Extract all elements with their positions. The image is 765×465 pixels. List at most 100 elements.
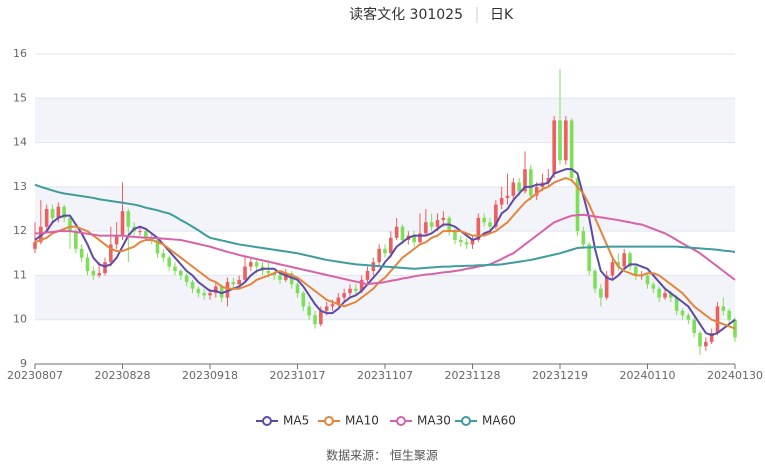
chart-subtitle: 日K xyxy=(490,7,514,23)
legend-label: MA5 xyxy=(283,414,309,428)
candle-body xyxy=(272,273,276,276)
candle-body xyxy=(709,333,714,342)
candle-body xyxy=(167,257,171,267)
legend-label: MA10 xyxy=(345,414,379,428)
candle-body xyxy=(494,204,498,227)
legend-marker xyxy=(461,416,471,426)
candle-body xyxy=(196,288,201,294)
candle-body xyxy=(126,211,131,227)
y-tick-label: 12 xyxy=(13,224,27,237)
candle-body xyxy=(622,253,626,267)
candle-body xyxy=(365,271,370,280)
candle-body xyxy=(161,253,166,258)
x-tick-label: 20231219 xyxy=(532,369,588,382)
candle-body xyxy=(400,226,405,240)
candle-body xyxy=(348,288,352,294)
candle-body xyxy=(552,120,556,174)
candle-body xyxy=(184,275,189,283)
y-tick-label: 9 xyxy=(20,357,27,370)
candle-body xyxy=(634,266,638,276)
candle-body xyxy=(324,306,329,311)
candle-body xyxy=(651,284,656,289)
candle-body xyxy=(558,120,562,161)
candle-body xyxy=(278,275,282,280)
candle-body xyxy=(459,240,463,243)
candle-body xyxy=(284,273,288,280)
candle-body xyxy=(208,293,212,296)
candle-body xyxy=(575,178,580,232)
legend-marker xyxy=(396,416,406,426)
candle-body xyxy=(225,282,230,298)
candle-body xyxy=(604,275,609,298)
candle-body xyxy=(313,315,317,325)
candle-body xyxy=(97,273,101,276)
candle-body xyxy=(394,226,399,238)
candle-body xyxy=(33,242,37,249)
candle-body xyxy=(610,262,615,276)
legend-label: MA30 xyxy=(417,414,451,428)
candle-body xyxy=(249,262,253,267)
candle-body xyxy=(354,288,358,291)
candle-body xyxy=(499,197,504,205)
candle-body xyxy=(534,186,539,196)
candle-body xyxy=(680,310,685,316)
candle-body xyxy=(377,248,381,263)
candle-body xyxy=(721,306,726,311)
candle-body xyxy=(219,286,224,298)
candle-body xyxy=(301,293,306,307)
candle-body xyxy=(144,231,148,238)
x-tick-label: 20230807 xyxy=(7,369,63,382)
candle-body xyxy=(593,271,597,289)
candle-body xyxy=(68,217,72,232)
candle-body xyxy=(628,253,632,267)
x-tick-label: 20240130 xyxy=(707,369,763,382)
candle-body xyxy=(330,304,335,307)
candle-body xyxy=(109,244,113,263)
y-tick-label: 13 xyxy=(13,180,27,193)
candle-body xyxy=(616,262,621,267)
candle-body xyxy=(599,288,603,298)
candle-body xyxy=(50,209,55,218)
y-tick-label: 11 xyxy=(13,268,27,281)
candle-body xyxy=(295,284,300,294)
candle-body xyxy=(587,244,591,271)
candle-body xyxy=(44,209,49,227)
candle-body xyxy=(289,273,294,285)
candle-body xyxy=(114,235,119,245)
chart-title: 读客文化 301025 xyxy=(349,6,463,23)
ma-line xyxy=(34,183,736,270)
candle-body xyxy=(657,288,661,298)
candle-body xyxy=(62,206,66,218)
candle-body xyxy=(704,341,708,347)
y-tick-label: 10 xyxy=(13,313,27,326)
candle-body xyxy=(231,282,236,285)
candle-body xyxy=(727,310,731,320)
candle-body xyxy=(103,262,107,274)
x-tick-label: 20231107 xyxy=(357,369,413,382)
candle-body xyxy=(155,240,160,254)
candle-body xyxy=(453,231,457,240)
candle-body xyxy=(79,248,84,258)
legend-marker xyxy=(324,416,334,426)
candle-body xyxy=(511,182,516,196)
candle-body xyxy=(441,217,446,221)
ma-line xyxy=(35,213,736,286)
candle-body xyxy=(686,315,691,320)
y-tick-label: 16 xyxy=(13,47,27,60)
candle-body xyxy=(149,237,154,240)
y-tick-label: 14 xyxy=(13,136,27,149)
candle-body xyxy=(307,306,311,316)
candle-body xyxy=(564,120,568,161)
candle-body xyxy=(663,293,667,298)
x-tick-label: 20230828 xyxy=(95,369,151,382)
grid-band xyxy=(35,186,735,232)
candle-body xyxy=(546,178,551,183)
x-tick-label: 20240110 xyxy=(620,369,676,382)
candle-body xyxy=(692,319,696,333)
candle-body xyxy=(435,220,440,227)
candle-body xyxy=(418,233,422,243)
candle-body xyxy=(715,306,720,333)
candle-body xyxy=(138,231,142,233)
candle-body xyxy=(359,279,364,291)
